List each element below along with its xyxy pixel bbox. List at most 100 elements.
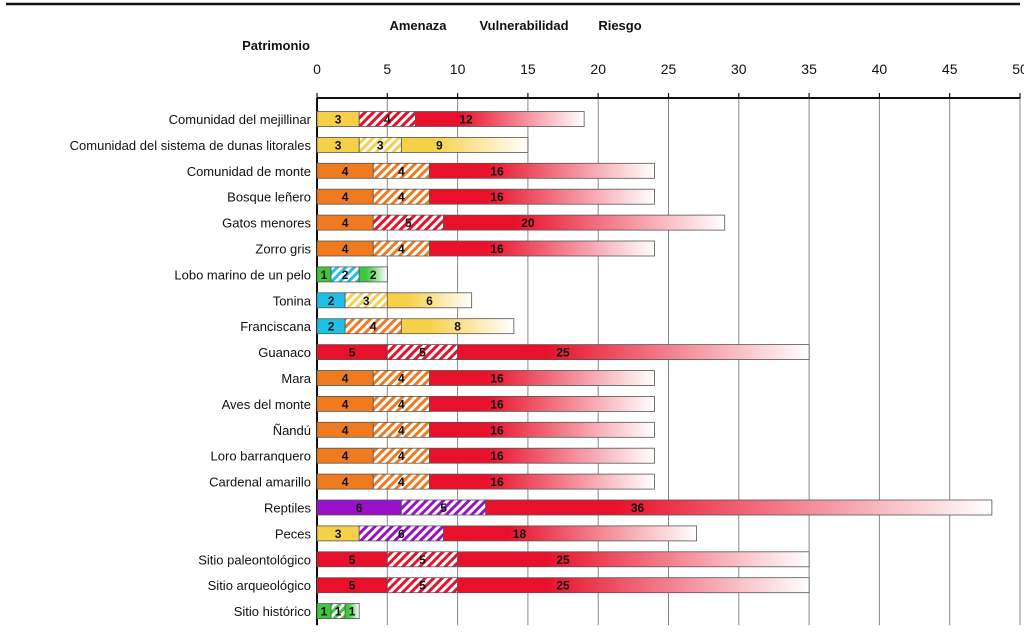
bar-segment xyxy=(429,421,655,438)
bar-segment xyxy=(429,188,655,205)
bar-value-label: 4 xyxy=(398,242,405,256)
x-tick-label: 10 xyxy=(450,61,466,77)
category-label: Zorro gris xyxy=(255,242,311,257)
bar-segment xyxy=(457,344,810,361)
category-label: Lobo marino de un pelo xyxy=(174,267,311,282)
bar-value-label: 3 xyxy=(377,138,384,152)
category-label: Mara xyxy=(281,371,311,386)
bar-segment xyxy=(429,240,655,257)
bar-segment xyxy=(443,525,698,542)
bar-value-label: 5 xyxy=(419,346,426,360)
category-label: Gatos menores xyxy=(222,216,311,231)
bar-value-label: 5 xyxy=(349,553,356,567)
bar-value-label: 2 xyxy=(370,268,377,282)
bar-value-label: 4 xyxy=(398,372,405,386)
bar-value-label: 20 xyxy=(521,216,535,230)
bar-value-label: 6 xyxy=(356,501,363,515)
bar-value-label: 9 xyxy=(436,138,443,152)
bar-value-label: 25 xyxy=(556,579,570,593)
category-label: Comunidad de monte xyxy=(187,164,311,179)
bar-value-label: 25 xyxy=(556,553,570,567)
bar-value-label: 12 xyxy=(459,113,473,127)
bar-segment xyxy=(429,370,655,386)
bar-value-label: 4 xyxy=(342,475,349,489)
bar-value-label: 1 xyxy=(321,268,328,282)
category-label: Guanaco xyxy=(258,345,311,360)
bar-segment xyxy=(429,162,655,179)
category-label: Comunidad del sistema de dunas litorales xyxy=(70,138,312,153)
bar-value-label: 8 xyxy=(454,320,461,334)
category-labels: Comunidad del mejillinar Comunidad del si… xyxy=(70,112,312,619)
category-label: Comunidad del mejillinar xyxy=(169,112,312,127)
category-label: Tonina xyxy=(273,293,312,308)
bar-value-label: 25 xyxy=(556,346,570,360)
category-label: Sitio arqueológico xyxy=(208,578,311,593)
category-label: Sitio histórico xyxy=(234,604,311,619)
bar-value-label: 4 xyxy=(370,320,377,334)
bar-segment xyxy=(415,111,585,127)
x-tick-label: 45 xyxy=(942,61,958,77)
bar-value-label: 3 xyxy=(335,527,342,541)
x-tick-label: 35 xyxy=(801,61,817,77)
bar-segment xyxy=(485,499,993,516)
category-label: Bosque leñero xyxy=(227,190,311,205)
bar-value-label: 4 xyxy=(398,164,405,178)
bar-value-label: 16 xyxy=(490,449,504,463)
series-header-amenaza: Amenaza xyxy=(389,18,447,33)
bar-value-label: 4 xyxy=(398,475,405,489)
bar-value-label: 16 xyxy=(490,475,504,489)
bar-value-label: 16 xyxy=(490,372,504,386)
bar-value-label: 1 xyxy=(335,605,342,619)
bar-value-label: 4 xyxy=(384,113,391,127)
bar-value-label: 3 xyxy=(335,138,342,152)
bar-segment xyxy=(457,551,810,568)
bar-segment xyxy=(400,136,529,153)
bar-value-label: 4 xyxy=(342,242,349,256)
bar-value-label: 5 xyxy=(419,553,426,567)
bar-value-label: 4 xyxy=(398,423,405,437)
bar-value-label: 4 xyxy=(342,190,349,204)
bar-segment xyxy=(344,603,360,619)
x-tick-label: 15 xyxy=(520,61,536,77)
bar-value-label: 16 xyxy=(490,397,504,411)
bar-segment xyxy=(443,214,726,231)
category-label: Sitio paleontológico xyxy=(198,552,311,567)
bar-value-label: 16 xyxy=(490,423,504,437)
bar-value-label: 18 xyxy=(513,527,527,541)
bar-value-label: 36 xyxy=(631,501,645,515)
bar-value-label: 4 xyxy=(398,397,405,411)
bar-segment xyxy=(386,292,473,309)
bar-value-label: 4 xyxy=(398,449,405,463)
x-tick-label: 40 xyxy=(872,61,888,77)
category-label: Ñandú xyxy=(273,423,311,438)
bar-value-label: 5 xyxy=(349,346,356,360)
x-tick-label: 20 xyxy=(590,61,606,77)
bar-value-label: 4 xyxy=(342,449,349,463)
bar-value-label: 4 xyxy=(342,423,349,437)
category-label: Cardenal amarillo xyxy=(209,475,311,490)
bar-value-label: 16 xyxy=(490,190,504,204)
bar-segment xyxy=(429,447,655,464)
bar-value-label: 2 xyxy=(342,268,349,282)
bar-value-label: 4 xyxy=(342,397,349,411)
bar-value-label: 2 xyxy=(328,294,335,308)
bar-value-label: 5 xyxy=(419,579,426,593)
bar-value-label: 2 xyxy=(328,320,335,334)
category-label: Aves del monte xyxy=(222,397,311,412)
x-tick-label: 30 xyxy=(731,61,747,77)
bar-value-label: 6 xyxy=(398,527,405,541)
x-tick-label: 50 xyxy=(1012,61,1024,77)
bar-value-label: 5 xyxy=(405,216,412,230)
bar-value-label: 4 xyxy=(342,216,349,230)
category-label: Reptiles xyxy=(264,501,311,516)
bar-value-label: 4 xyxy=(342,372,349,386)
bar-segment xyxy=(358,266,388,283)
x-tick-label: 25 xyxy=(661,61,677,77)
x-tick-label: 5 xyxy=(383,61,391,77)
bar-segment xyxy=(457,577,810,594)
bar-value-label: 6 xyxy=(426,294,433,308)
bar-segment xyxy=(400,318,515,335)
series-header-vulnerabilidad: Vulnerabilidad xyxy=(479,18,568,33)
category-label: Peces xyxy=(275,526,312,541)
